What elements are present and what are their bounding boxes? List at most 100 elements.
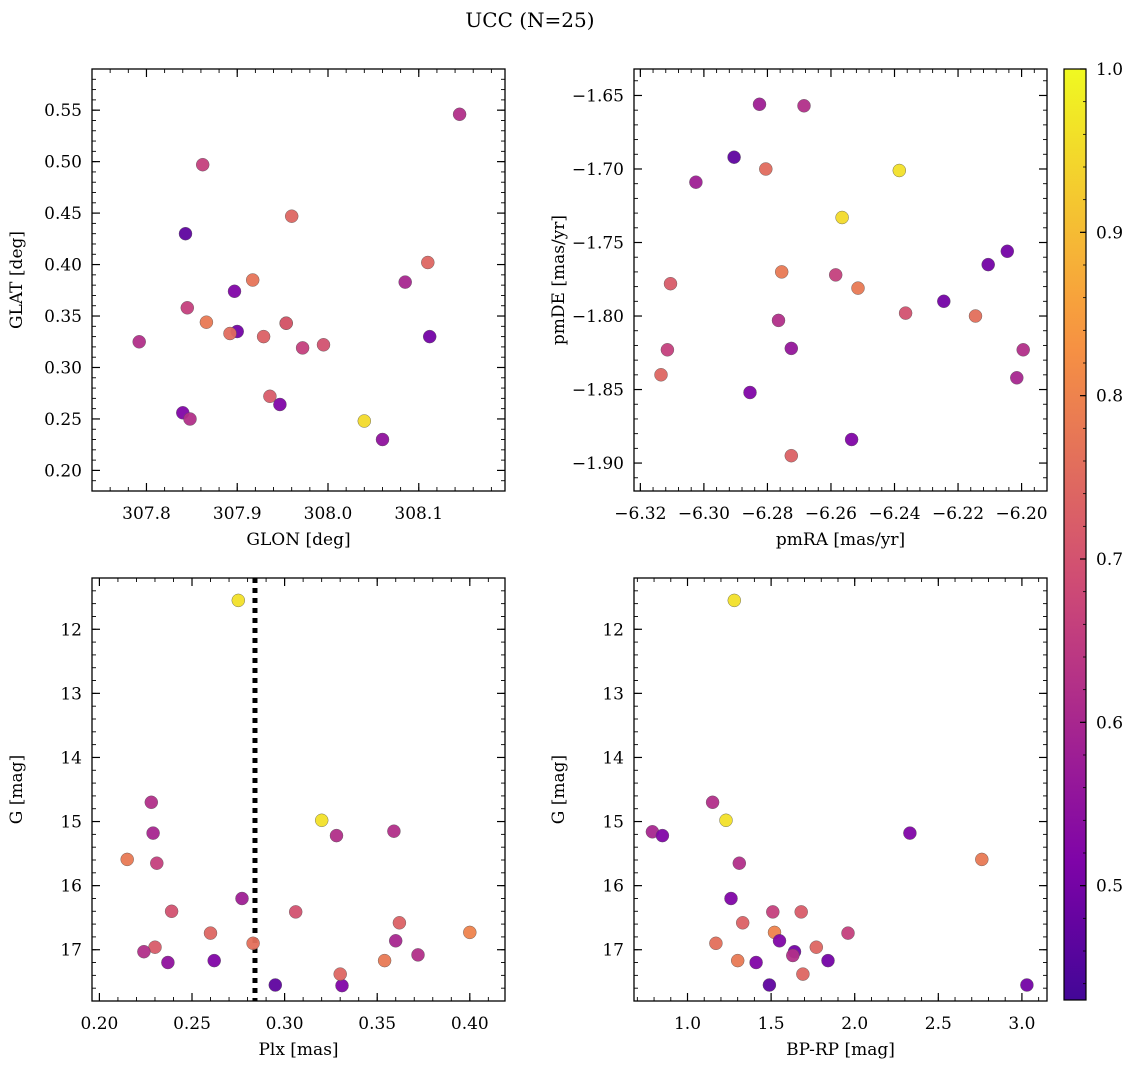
- y-tick-label: 14: [602, 748, 624, 768]
- scatter-point: [841, 926, 855, 940]
- scatter-point: [273, 397, 287, 412]
- y-tick-label: 13: [602, 684, 624, 704]
- scatter-point: [164, 904, 179, 918]
- scatter-point: [968, 309, 983, 323]
- scatter-point: [375, 432, 390, 447]
- scatter-point: [898, 306, 913, 320]
- scatter-point: [178, 226, 193, 241]
- y-tick-label: 12: [60, 620, 82, 640]
- colorbar-tick-label: 0.5: [1096, 877, 1123, 897]
- scatter-point: [829, 268, 843, 282]
- scatter-point: [786, 948, 800, 963]
- scatter-point: [423, 329, 437, 344]
- y-tick-label: 0.35: [44, 307, 82, 327]
- scatter-point: [316, 338, 331, 352]
- x-axis-label: GLON [deg]: [246, 530, 350, 550]
- x-axis-label: Plx [mas]: [258, 1040, 338, 1060]
- y-tick-label: −1.80: [572, 307, 624, 327]
- x-tick-label: 0.25: [173, 1014, 211, 1034]
- x-tick-label: 1.0: [674, 1014, 701, 1034]
- scatter-point: [1000, 244, 1014, 259]
- x-tick-label: 307.8: [122, 504, 171, 524]
- scatter-point: [279, 316, 293, 330]
- scatter-point: [851, 281, 865, 295]
- scatter-point: [120, 852, 134, 867]
- y-tick-label: 14: [60, 748, 82, 768]
- colorbar-tick-label: 0.9: [1096, 223, 1123, 243]
- x-axis-label: BP-RP [mag]: [786, 1040, 895, 1060]
- colorbar-tick-label: 0.8: [1096, 387, 1123, 407]
- x-tick-label: −6.30: [678, 504, 730, 524]
- scatter-point: [892, 163, 906, 178]
- panel-pmra-pmde: −6.32 −6.30 −6.28 −6.26 −6.24 −6.22 −6.20 −1.90…: [549, 68, 1048, 550]
- x-axis-label: pmRA [mas/yr]: [776, 530, 905, 550]
- scatter-point: [463, 925, 477, 940]
- scatter-point: [743, 385, 757, 400]
- y-tick-label: −1.70: [572, 160, 624, 180]
- scatter-point: [655, 828, 670, 843]
- x-tick-label: −6.26: [805, 504, 857, 524]
- y-tick-label: 12: [602, 620, 624, 640]
- scatter-point: [844, 432, 859, 447]
- y-tick-label: −1.85: [572, 381, 624, 401]
- scatter-point: [727, 150, 741, 164]
- scatter-points: [645, 593, 1034, 992]
- y-tick-label: 17: [602, 941, 624, 961]
- y-tick-label: 13: [60, 684, 82, 704]
- scatter-point: [981, 257, 995, 272]
- y-axis-label: pmDE [mas/yr]: [549, 215, 569, 345]
- scatter-point: [146, 826, 160, 840]
- scatter-point: [227, 284, 242, 298]
- scatter-point: [727, 593, 741, 608]
- scatter-point: [705, 795, 720, 809]
- scatter-point: [289, 905, 303, 919]
- scatter-point: [132, 335, 146, 349]
- x-tick-label: 0.20: [80, 1014, 118, 1034]
- x-tick-label: −6.22: [932, 504, 984, 524]
- scatter-point: [749, 955, 763, 970]
- scatter-point: [183, 412, 197, 426]
- scatter-point: [150, 856, 164, 870]
- y-tick-label: 0.30: [44, 358, 82, 378]
- scatter-point: [315, 813, 329, 827]
- scatter-point: [835, 210, 849, 225]
- scatter-point: [389, 934, 403, 948]
- scatter-point: [387, 824, 401, 838]
- scatter-point: [736, 916, 750, 930]
- panel-plx-g: 0.20 0.25 0.30 0.35 0.40 12 13 14 15 16 17 Plx [mas…: [7, 577, 506, 1060]
- scatter-point: [285, 209, 299, 223]
- scatter-point: [903, 826, 917, 840]
- scatter-point: [660, 343, 675, 357]
- scatter-point: [137, 945, 151, 959]
- scatter-point: [762, 978, 777, 992]
- colorbar-tick-label: 0.6: [1096, 713, 1123, 733]
- y-tick-label: 0.55: [44, 101, 82, 121]
- scatter-point: [377, 953, 392, 968]
- scatter-point: [144, 795, 159, 809]
- scatter-point: [231, 593, 246, 608]
- scatter-point: [392, 916, 407, 930]
- x-tick-label: 307.9: [213, 504, 262, 524]
- panel-glon-glat: 307.8 307.9 308.0 308.1 0.20 0.25 0.30 0.35 0.40…: [7, 68, 506, 550]
- figure-title: UCC (N=25): [465, 8, 594, 32]
- scatter-point: [771, 313, 786, 328]
- y-tick-label: 0.45: [44, 204, 82, 224]
- scatter-point: [663, 277, 678, 291]
- scatter-point: [724, 891, 738, 906]
- x-tick-label: 1.5: [758, 1014, 785, 1034]
- scatter-point: [975, 852, 989, 867]
- x-tick-label: −6.20: [996, 504, 1048, 524]
- scatter-point: [1010, 371, 1024, 385]
- scatter-point: [821, 953, 835, 968]
- y-tick-label: 0.50: [44, 153, 82, 173]
- scatter-point: [223, 326, 237, 341]
- scatter-point: [329, 828, 344, 843]
- x-tick-label: −6.32: [614, 504, 666, 524]
- axes-frame: [633, 68, 1048, 492]
- scatter-point: [1020, 978, 1034, 992]
- axes-frame: [633, 577, 1048, 1002]
- scatter-point: [245, 273, 260, 287]
- scatter-point: [794, 905, 808, 919]
- scatter-point: [654, 368, 668, 382]
- x-tick-label: 2.5: [925, 1014, 952, 1034]
